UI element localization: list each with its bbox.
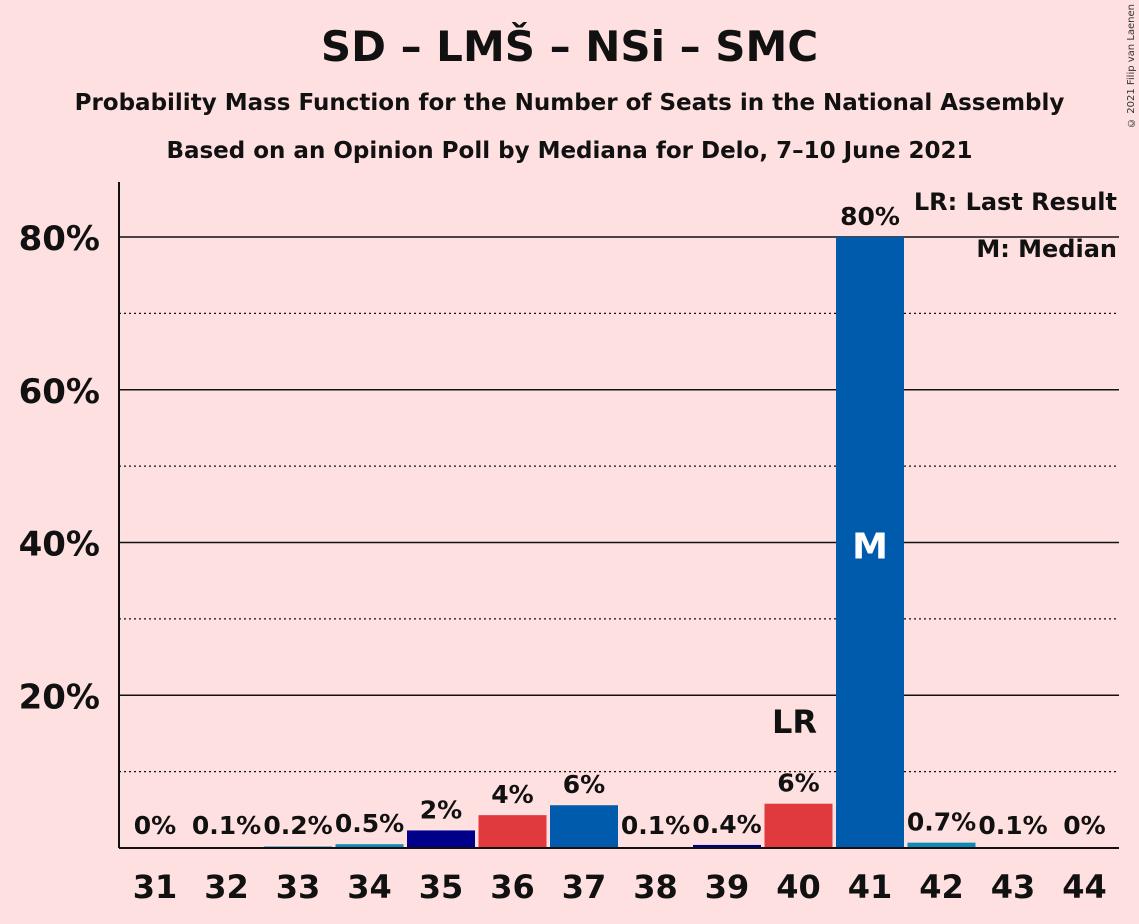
x-tick-label-33: 33: [276, 868, 321, 906]
value-label-37: 6%: [563, 770, 605, 799]
x-tick-label-42: 42: [919, 868, 964, 906]
value-label-38: 0.1%: [621, 811, 690, 840]
x-tick-label-41: 41: [848, 868, 893, 906]
legend-median: M: Median: [976, 235, 1117, 263]
bar-39: [693, 844, 761, 848]
chart-subtitle-2: Based on an Opinion Poll by Mediana for …: [166, 138, 973, 164]
bar-35: [407, 830, 475, 848]
legend-last-result: LR: Last Result: [914, 188, 1117, 216]
x-tick-label-35: 35: [419, 868, 464, 906]
x-tick-label-37: 37: [562, 868, 607, 906]
value-label-32: 0.1%: [192, 811, 261, 840]
chart-subtitle-1: Probability Mass Function for the Number…: [74, 90, 1065, 116]
bar-42: [907, 842, 976, 848]
value-label-41: 80%: [840, 202, 900, 231]
bar-36: [478, 815, 547, 848]
axes: [118, 182, 1119, 849]
x-tick-label-36: 36: [490, 868, 535, 906]
value-label-40: 6%: [777, 769, 819, 798]
x-tick-label-43: 43: [991, 868, 1036, 906]
bar-41: [836, 237, 904, 848]
value-label-39: 0.4%: [692, 810, 761, 839]
y-tick-label: 40%: [19, 525, 100, 565]
x-tick-label-32: 32: [204, 868, 249, 906]
value-label-33: 0.2%: [263, 811, 332, 840]
x-tick-label-40: 40: [776, 868, 821, 906]
y-tick-label: 20%: [19, 677, 100, 717]
bar-37: [550, 805, 618, 848]
value-label-42: 0.7%: [907, 808, 976, 837]
value-label-35: 2%: [420, 795, 462, 824]
bar-34: [335, 844, 404, 848]
value-label-31: 0%: [134, 811, 176, 840]
y-tick-label: 60%: [19, 372, 100, 412]
chart-title: SD – LMŠ – NSi – SMC: [320, 22, 819, 71]
gridlines: 20% 40% 60% 80%: [19, 219, 1119, 773]
x-tick-label-31: 31: [133, 868, 178, 906]
median-marker: M: [852, 527, 888, 568]
y-tick-label: 80%: [19, 219, 100, 259]
x-tick-label-38: 38: [633, 868, 678, 906]
value-label-43: 0.1%: [978, 811, 1047, 840]
last-result-marker: LR: [772, 703, 817, 741]
value-label-34: 0.5%: [335, 809, 404, 838]
bars: [192, 237, 1047, 848]
value-labels: 0% 31 0.1% 32 0.2% 33 0.5% 34 2% 35 4% 36 6% 37 0.1% 38…: [133, 202, 1107, 906]
value-label-44: 0%: [1063, 811, 1105, 840]
x-tick-label-39: 39: [705, 868, 750, 906]
x-tick-label-44: 44: [1062, 868, 1107, 906]
value-label-36: 4%: [491, 780, 533, 809]
x-tick-label-34: 34: [347, 868, 392, 906]
bar-40: [764, 803, 833, 848]
